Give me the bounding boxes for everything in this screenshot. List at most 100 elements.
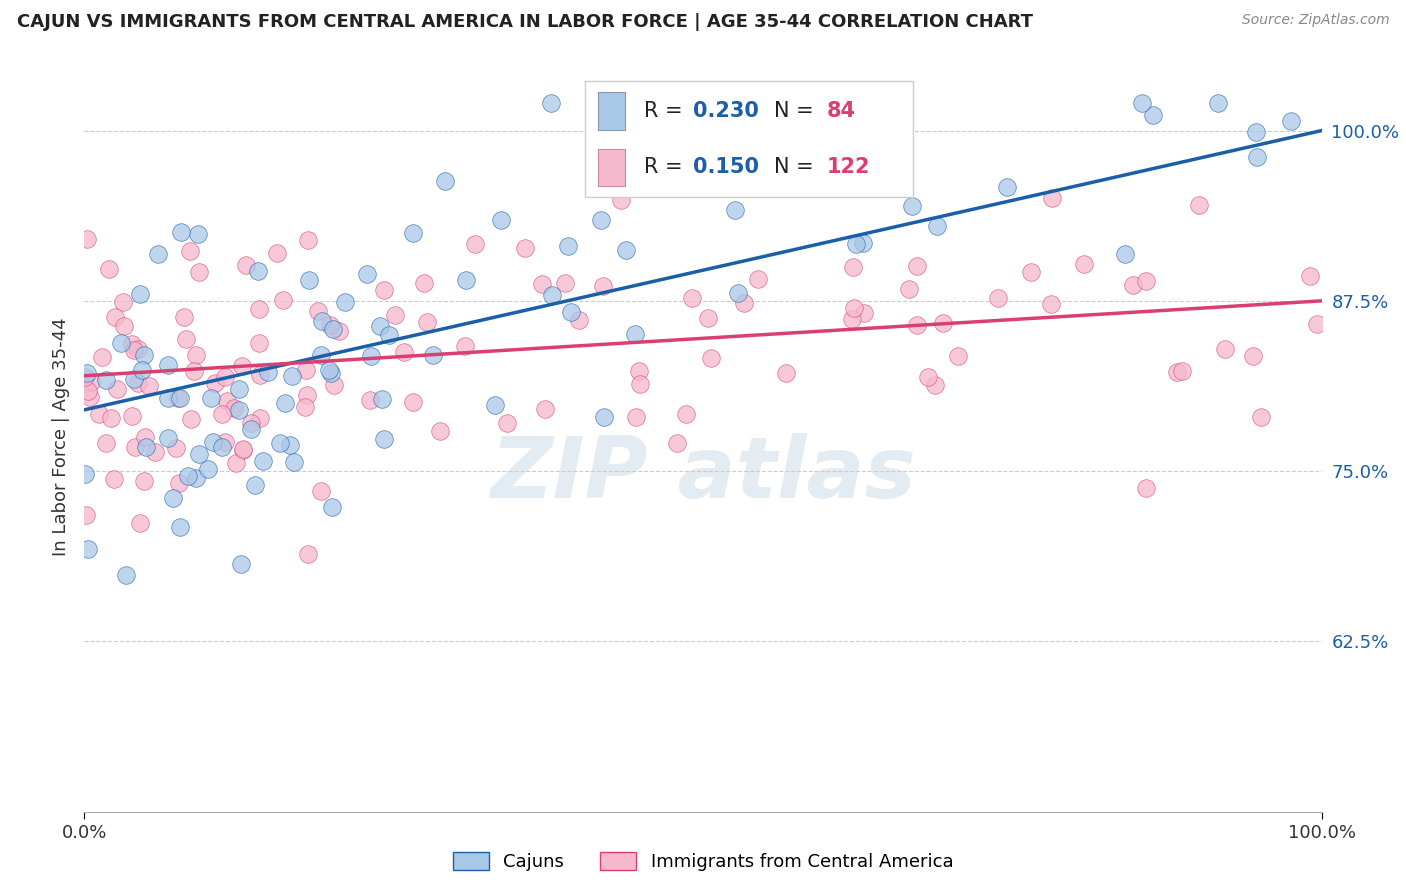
Point — [247, 264, 270, 278]
Point — [184, 348, 207, 362]
Point — [91, 351, 114, 365]
Text: Source: ZipAtlas.com: Source: ZipAtlas.com — [1241, 13, 1389, 28]
Point — [321, 366, 343, 380]
Point — [162, 491, 184, 505]
Point — [281, 369, 304, 384]
Point — [252, 454, 274, 468]
Point — [112, 319, 135, 334]
Point — [328, 324, 350, 338]
Point — [932, 316, 955, 330]
Point — [96, 374, 118, 388]
Point — [197, 461, 219, 475]
Point — [239, 422, 262, 436]
Point — [311, 314, 333, 328]
Point — [1135, 274, 1157, 288]
Point — [115, 568, 138, 582]
Point — [995, 180, 1018, 194]
Point — [104, 310, 127, 325]
Point — [174, 332, 197, 346]
Point — [319, 318, 342, 332]
Point — [1279, 114, 1302, 128]
Point — [228, 382, 250, 396]
Point — [634, 145, 657, 159]
Point — [810, 178, 832, 192]
Point — [135, 441, 157, 455]
Point — [456, 273, 478, 287]
Point — [188, 447, 211, 461]
Point — [624, 409, 647, 424]
Point — [557, 239, 579, 253]
Point — [211, 407, 233, 421]
Point — [681, 291, 703, 305]
Point — [294, 400, 316, 414]
Point — [169, 225, 191, 239]
Point — [121, 337, 143, 351]
Point — [187, 227, 209, 241]
Point — [96, 435, 118, 450]
Point — [534, 402, 557, 417]
Point — [540, 96, 562, 111]
Point — [76, 232, 98, 246]
Point — [1019, 265, 1042, 279]
Point — [1171, 364, 1194, 378]
Point — [228, 402, 250, 417]
Point — [484, 398, 506, 412]
Point — [589, 212, 612, 227]
Point — [496, 416, 519, 430]
Point — [222, 401, 245, 415]
Point — [666, 435, 689, 450]
Point — [1206, 96, 1229, 111]
Point — [1040, 191, 1063, 205]
Text: N =: N = — [773, 101, 820, 121]
Point — [568, 313, 591, 327]
Point — [110, 336, 132, 351]
Point — [79, 390, 101, 404]
Point — [433, 174, 456, 188]
Point — [239, 416, 262, 430]
Point — [73, 369, 96, 384]
Point — [124, 440, 146, 454]
Point — [105, 382, 128, 396]
Point — [211, 440, 233, 454]
Point — [273, 293, 295, 308]
Point — [76, 541, 98, 556]
Point — [138, 379, 160, 393]
Point — [247, 336, 270, 351]
Point — [321, 500, 343, 514]
Point — [225, 456, 247, 470]
Point — [169, 520, 191, 534]
Point — [373, 433, 395, 447]
Point — [917, 370, 939, 384]
Point — [593, 410, 616, 425]
Text: N =: N = — [773, 157, 820, 178]
Point — [1188, 198, 1211, 212]
Point — [733, 296, 755, 310]
Point — [204, 376, 226, 390]
Point — [1166, 366, 1188, 380]
Point — [378, 327, 401, 342]
Point — [180, 412, 202, 426]
Point — [215, 393, 238, 408]
Point — [368, 318, 391, 333]
Point — [852, 236, 875, 251]
Point — [560, 305, 582, 319]
Point — [166, 392, 188, 406]
Point — [454, 339, 477, 353]
Point — [1039, 297, 1062, 311]
Point — [266, 246, 288, 260]
Point — [269, 436, 291, 450]
Point — [134, 348, 156, 362]
Text: 84: 84 — [827, 101, 856, 121]
Point — [1122, 277, 1144, 292]
Point — [202, 435, 225, 450]
Point — [1299, 269, 1322, 284]
Point — [531, 277, 554, 292]
Point — [76, 384, 98, 398]
Point — [416, 314, 439, 328]
Point — [134, 430, 156, 444]
Point — [842, 301, 865, 316]
Point — [628, 364, 651, 378]
Point — [422, 348, 444, 362]
Point — [157, 358, 180, 372]
Point — [841, 312, 863, 326]
